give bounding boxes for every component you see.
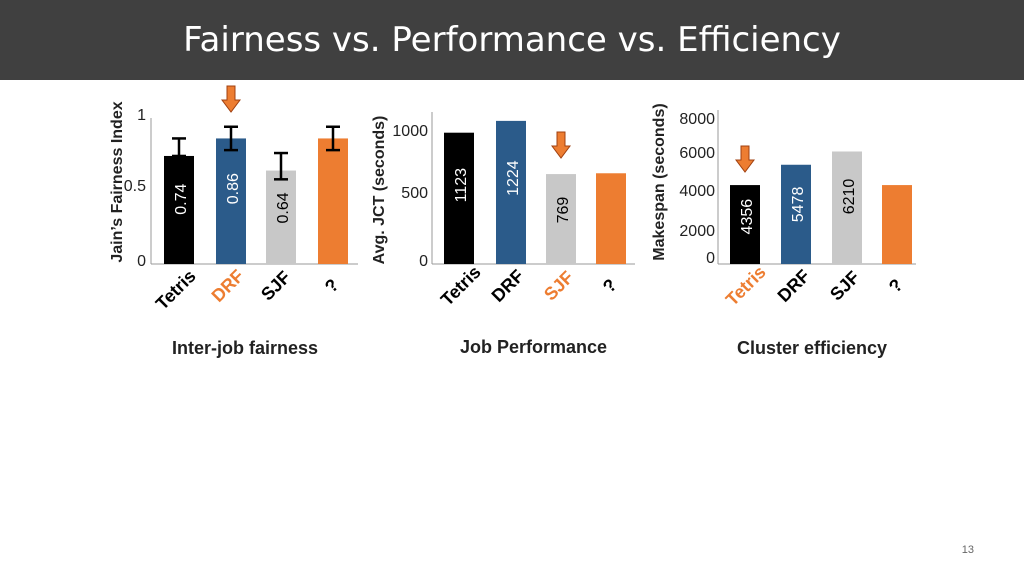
chart-1-y-tick-label: 1 <box>137 107 146 124</box>
chart-2-bar-sjf <box>546 174 576 264</box>
chart-3-category-label: SJF <box>826 267 863 304</box>
chart-2-bar- <box>596 173 626 264</box>
chart-2-category-label: ? <box>599 275 621 297</box>
chart-3-y-tick-label: 0 <box>706 250 715 267</box>
chart-3-bar-value-label: 6210 <box>841 179 858 215</box>
chart-1-category-label: Tetris <box>152 266 200 314</box>
chart-1-y-tick-label: 0 <box>137 253 146 270</box>
chart-2-highlight-arrow-icon <box>551 131 571 159</box>
chart-2-y-tick-label: 500 <box>401 185 428 202</box>
chart-1-y-tick-label: 0.5 <box>124 178 146 195</box>
slide-header: Fairness vs. Performance vs. Efficiency <box>0 0 1024 80</box>
chart-2-category-label: DRF <box>488 266 528 306</box>
chart-1-subtitle: Inter-job fairness <box>172 338 319 358</box>
chart-3-y-tick-label: 2000 <box>679 223 715 240</box>
chart-1-bar-value-label: 0.74 <box>173 184 190 215</box>
chart-3-subtitle: Cluster efficiency <box>737 338 888 358</box>
chart-1-category-label: ? <box>321 275 343 297</box>
chart-1-highlight-arrow-icon <box>221 85 241 113</box>
chart-3-category-label: ? <box>885 275 907 297</box>
slide-title: Fairness vs. Performance vs. Efficiency <box>183 20 841 60</box>
chart-2-bar-drf <box>496 120 526 264</box>
chart-3-category-label: Tetris <box>722 262 770 310</box>
chart-3-bar-sjf <box>832 151 862 264</box>
chart-2-bar-value-label: 1123 <box>453 168 470 203</box>
chart-3-y-tick-label: 6000 <box>679 145 715 162</box>
chart-1-bar-sjf <box>266 170 296 264</box>
chart-3-y-tick-label: 8000 <box>679 111 715 128</box>
chart-2-subtitle: Job Performance <box>460 337 608 357</box>
chart-1-category-label: DRF <box>208 266 248 306</box>
chart-1-bar- <box>318 138 348 264</box>
chart-3-y-tick-label: 4000 <box>679 183 715 200</box>
chart-2-y-axis-title: Avg. JCT (seconds) <box>371 116 388 265</box>
chart-2-bar-value-label: 769 <box>555 197 572 224</box>
chart-3-category-label: DRF <box>774 266 814 306</box>
chart-1-bar-value-label: 0.86 <box>225 173 242 204</box>
chart-3-bar-drf <box>781 164 811 264</box>
chart-2-category-label: Tetris <box>437 262 485 310</box>
chart-1-bar-drf <box>216 138 246 264</box>
page-number: 13 <box>961 544 974 556</box>
chart-1-category-label: SJF <box>257 267 294 304</box>
chart-2-category-label: SJF <box>540 267 577 304</box>
chart-3-bar- <box>882 185 912 264</box>
chart-2-bar-value-label: 1224 <box>505 160 522 196</box>
chart-2-y-tick-label: 0 <box>419 253 428 270</box>
chart-3-bar-value-label: 4356 <box>739 199 756 235</box>
chart-3-highlight-arrow-icon <box>735 145 755 173</box>
chart-3-y-axis-title: Makespan (seconds) <box>651 103 668 260</box>
chart-3-bar-tetris <box>730 185 760 264</box>
chart-1-bar-tetris <box>164 155 194 264</box>
chart-1-y-axis-title: Jain’s Fairness Index <box>109 101 126 262</box>
chart-1-bar-value-label: 0.64 <box>275 192 292 223</box>
chart-2-y-tick-label: 1000 <box>392 123 428 140</box>
chart-2-bar-tetris <box>444 132 474 264</box>
chart-3-bar-value-label: 5478 <box>790 187 807 223</box>
